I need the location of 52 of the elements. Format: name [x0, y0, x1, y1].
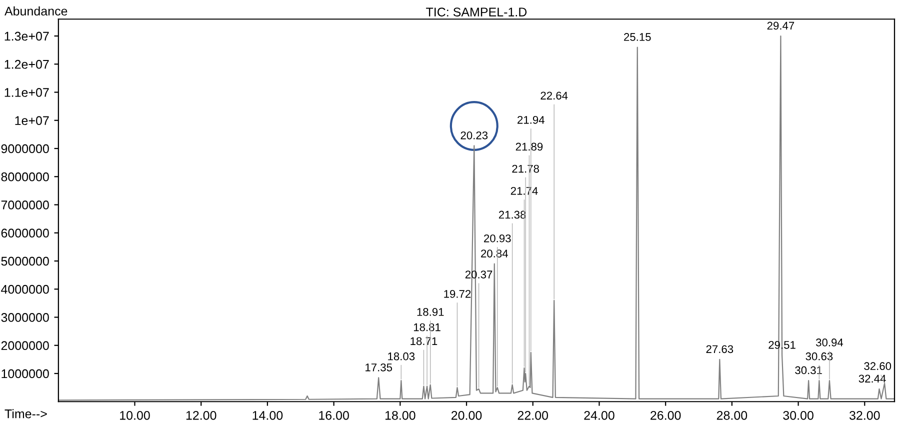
x-tick-label: 30.00 — [783, 410, 814, 420]
y-tick-label: 3000000 — [1, 313, 49, 322]
x-tick-label: 10.00 — [120, 410, 150, 420]
y-tick-label: 7000000 — [1, 200, 49, 210]
annotation: 18.81 — [414, 323, 440, 332]
y-tick-label: 1.1e+07 — [4, 88, 49, 97]
x-tick-label: 20.00 — [452, 410, 482, 420]
annotation: 22.64 — [540, 92, 568, 100]
y-tick-label: 4000000 — [1, 284, 49, 294]
x-axis-title: Time--> — [4, 409, 47, 418]
x-tick-label: 28.00 — [716, 410, 748, 420]
annotation: 27.63 — [706, 345, 734, 354]
chart-title: TIC: SAMPEL-1.D — [426, 8, 527, 16]
annotation: 32.44 — [858, 374, 886, 383]
annotation: 21.89 — [516, 142, 543, 151]
annotation: 29.51 — [768, 340, 796, 349]
x-tick-label: 12.00 — [186, 410, 216, 420]
x-tick-label: 22.00 — [518, 410, 548, 420]
y-tick-label: 9000000 — [1, 144, 49, 154]
annotation: 18.71 — [410, 337, 438, 346]
x-tick-label: 18.00 — [385, 410, 416, 420]
y-tick-label: 1.2e+07 — [4, 60, 49, 69]
annotation: 32.60 — [864, 362, 892, 370]
y-tick-label: 1000000 — [2, 369, 49, 378]
annotation: 19.72 — [444, 290, 471, 298]
y-tick-label: 5000000 — [1, 256, 49, 266]
x-tick-label: 16.00 — [319, 410, 349, 420]
annotation: 20.37 — [465, 270, 492, 278]
y-tick-label: 2000000 — [1, 341, 49, 350]
annotation: 18.03 — [388, 352, 415, 360]
annotation: 30.63 — [806, 352, 833, 360]
annotation: 21.78 — [512, 164, 539, 173]
annotation: 18.91 — [417, 308, 444, 316]
y-tick-label: 8000000 — [1, 172, 49, 182]
annotation: 20.93 — [484, 234, 511, 242]
y-axis-title: Abundance — [4, 6, 68, 16]
y-tick-label: 6000000 — [1, 228, 49, 238]
annotation: 30.94 — [816, 338, 844, 346]
annotation: 21.94 — [518, 116, 544, 124]
y-tick-label: 1e+07 — [15, 116, 49, 126]
x-tick-label: 26.00 — [650, 410, 681, 420]
annotation: 17.35 — [366, 363, 392, 372]
annotation: 20.23 — [460, 131, 488, 140]
x-tick-label: 14.00 — [252, 410, 283, 420]
annotation: 21.74 — [510, 186, 538, 195]
annotation: 21.38 — [498, 210, 526, 219]
y-tick-label: 1.3e+07 — [4, 32, 49, 41]
annotation: 25.15 — [624, 33, 651, 41]
annotation: 20.84 — [481, 250, 508, 258]
x-tick-label: 32.00 — [849, 410, 880, 420]
x-tick-label: 24.00 — [584, 410, 614, 420]
annotation: 29.47 — [767, 22, 794, 30]
